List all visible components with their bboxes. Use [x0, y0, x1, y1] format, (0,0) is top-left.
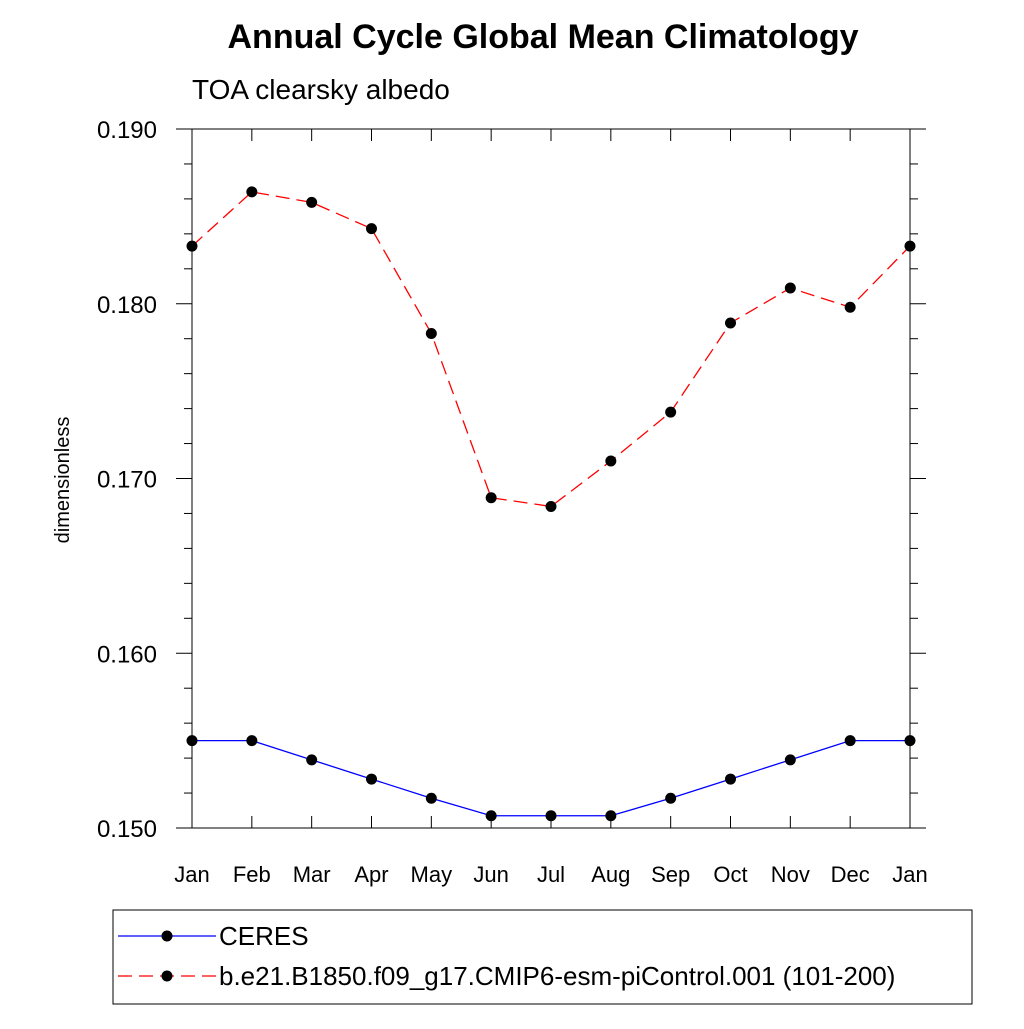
data-point	[246, 735, 258, 747]
x-tick-label: May	[411, 862, 453, 887]
data-point	[425, 792, 437, 804]
data-point	[844, 735, 856, 747]
legend: CERES b.e21.B1850.f09_g17.CMIP6-esm-piCon…	[112, 909, 973, 1005]
data-point	[485, 810, 497, 822]
x-tick-label: Feb	[233, 862, 271, 887]
data-point	[844, 301, 856, 313]
data-point	[784, 282, 796, 294]
x-tick-label: Sep	[651, 862, 690, 887]
data-point	[186, 240, 198, 252]
x-tick-label: Dec	[831, 862, 870, 887]
x-tick-label: Apr	[354, 862, 388, 887]
data-point	[425, 327, 437, 339]
data-point	[545, 500, 557, 512]
data-point	[665, 406, 677, 418]
data-point	[246, 186, 258, 198]
data-point	[725, 773, 736, 785]
y-tick-label: 0.170	[97, 467, 157, 494]
x-tick-label: Mar	[293, 862, 331, 887]
data-point	[545, 810, 557, 822]
x-tick-label: Jul	[537, 862, 565, 887]
legend-label: CERES	[219, 921, 309, 951]
x-tick-label: Nov	[771, 862, 810, 887]
series-line	[192, 739, 910, 817]
y-tick-label: 0.190	[97, 117, 157, 144]
data-point	[366, 773, 377, 785]
y-tick-label: 0.160	[97, 641, 157, 668]
y-tick-label: 0.180	[97, 292, 157, 319]
x-tick-label: Jan	[174, 862, 209, 887]
data-point	[665, 792, 677, 804]
series-layer	[186, 186, 916, 822]
y-axis-label: dimensionless	[52, 417, 74, 544]
series-0	[186, 735, 916, 822]
plot-frame	[191, 128, 911, 829]
y-tick-label: 0.150	[97, 816, 157, 843]
data-point	[485, 492, 497, 504]
x-tick-label: Aug	[591, 862, 630, 887]
x-tick-label: Jan	[892, 862, 927, 887]
data-point	[186, 735, 198, 747]
axis-ticks: Jan Feb Mar Apr May Jun Jul Aug Sep Oct Nov Dec Jan 0…	[97, 117, 928, 887]
data-point	[306, 196, 318, 208]
data-point	[904, 240, 916, 252]
series-1	[186, 186, 916, 512]
data-point	[605, 810, 617, 822]
data-point	[784, 754, 796, 766]
x-tick-label: Oct	[713, 862, 747, 887]
data-point	[306, 754, 318, 766]
data-point	[605, 455, 617, 467]
data-point	[366, 223, 377, 235]
x-tick-label: Jun	[473, 862, 508, 887]
legend-box	[112, 909, 973, 1005]
legend-marker	[161, 970, 173, 982]
series-line	[191, 191, 911, 508]
chart-subtitle: TOA clearsky albedo	[192, 74, 450, 105]
data-point	[725, 317, 736, 329]
chart-title: Annual Cycle Global Mean Climatology	[228, 18, 859, 56]
legend-label: b.e21.B1850.f09_g17.CMIP6-esm-piControl.…	[219, 961, 895, 991]
data-point	[904, 735, 916, 747]
legend-marker	[161, 930, 173, 942]
